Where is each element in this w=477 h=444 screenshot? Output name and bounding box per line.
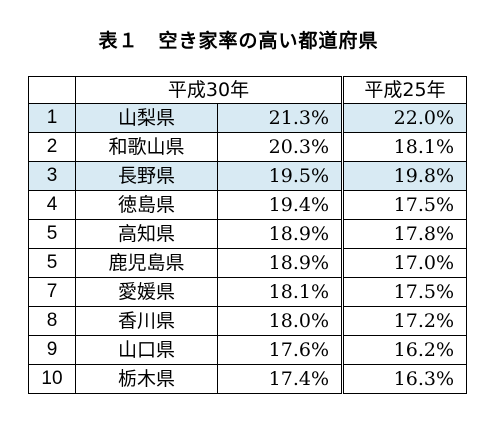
prefecture-cell: 山梨県 bbox=[75, 103, 218, 133]
header-heisei25: 平成25年 bbox=[341, 76, 467, 104]
heisei25-rate-cell: 17.8% bbox=[341, 219, 467, 249]
vacancy-rate-table: 平成30年 平成25年 1 山梨県 21.3% 22.0% 2 和歌山県 20.… bbox=[28, 76, 467, 394]
heisei25-rate-cell: 16.3% bbox=[341, 364, 467, 394]
rank-cell: 7 bbox=[28, 277, 76, 307]
rank-cell: 9 bbox=[28, 335, 76, 365]
table-row: 4 徳島県 19.4% 17.5% bbox=[28, 190, 467, 220]
heisei30-rate-cell: 18.0% bbox=[217, 306, 343, 336]
heisei25-rate-cell: 17.2% bbox=[341, 306, 467, 336]
heisei30-rate-cell: 18.9% bbox=[217, 219, 343, 249]
rank-cell: 1 bbox=[28, 103, 76, 133]
heisei30-rate-cell: 19.4% bbox=[217, 190, 343, 220]
header-rank-cell bbox=[28, 76, 76, 104]
heisei25-rate-cell: 22.0% bbox=[341, 103, 467, 133]
rank-cell: 8 bbox=[28, 306, 76, 336]
table-row: 3 長野県 19.5% 19.8% bbox=[28, 161, 467, 191]
prefecture-cell: 和歌山県 bbox=[75, 132, 218, 162]
prefecture-cell: 長野県 bbox=[75, 161, 218, 191]
heisei25-rate-cell: 17.5% bbox=[341, 277, 467, 307]
table-row: 8 香川県 18.0% 17.2% bbox=[28, 306, 467, 336]
heisei30-rate-cell: 19.5% bbox=[217, 161, 343, 191]
rank-cell: 5 bbox=[28, 219, 76, 249]
rank-cell: 10 bbox=[28, 364, 76, 394]
prefecture-cell: 栃木県 bbox=[75, 364, 218, 394]
heisei30-rate-cell: 17.6% bbox=[217, 335, 343, 365]
prefecture-cell: 徳島県 bbox=[75, 190, 218, 220]
heisei25-rate-cell: 16.2% bbox=[341, 335, 467, 365]
prefecture-cell: 高知県 bbox=[75, 219, 218, 249]
heisei25-rate-cell: 18.1% bbox=[341, 132, 467, 162]
header-heisei30: 平成30年 bbox=[75, 76, 343, 104]
table-row: 5 鹿児島県 18.9% 17.0% bbox=[28, 248, 467, 278]
heisei25-rate-cell: 17.5% bbox=[341, 190, 467, 220]
rank-cell: 3 bbox=[28, 161, 76, 191]
table-header-row: 平成30年 平成25年 bbox=[28, 76, 467, 104]
heisei25-rate-cell: 19.8% bbox=[341, 161, 467, 191]
table-row: 1 山梨県 21.3% 22.0% bbox=[28, 103, 467, 133]
table-title: 表１ 空き家率の高い都道府県 bbox=[98, 30, 379, 52]
table-row: 10 栃木県 17.4% 16.3% bbox=[28, 364, 467, 394]
heisei30-rate-cell: 18.9% bbox=[217, 248, 343, 278]
heisei25-rate-cell: 17.0% bbox=[341, 248, 467, 278]
prefecture-cell: 山口県 bbox=[75, 335, 218, 365]
prefecture-cell: 香川県 bbox=[75, 306, 218, 336]
heisei30-rate-cell: 20.3% bbox=[217, 132, 343, 162]
table-row: 7 愛媛県 18.1% 17.5% bbox=[28, 277, 467, 307]
rank-cell: 2 bbox=[28, 132, 76, 162]
table-row: 5 高知県 18.9% 17.8% bbox=[28, 219, 467, 249]
rank-cell: 4 bbox=[28, 190, 76, 220]
heisei30-rate-cell: 17.4% bbox=[217, 364, 343, 394]
table-row: 9 山口県 17.6% 16.2% bbox=[28, 335, 467, 365]
prefecture-cell: 愛媛県 bbox=[75, 277, 218, 307]
heisei30-rate-cell: 21.3% bbox=[217, 103, 343, 133]
rank-cell: 5 bbox=[28, 248, 76, 278]
heisei30-rate-cell: 18.1% bbox=[217, 277, 343, 307]
table-row: 2 和歌山県 20.3% 18.1% bbox=[28, 132, 467, 162]
prefecture-cell: 鹿児島県 bbox=[75, 248, 218, 278]
